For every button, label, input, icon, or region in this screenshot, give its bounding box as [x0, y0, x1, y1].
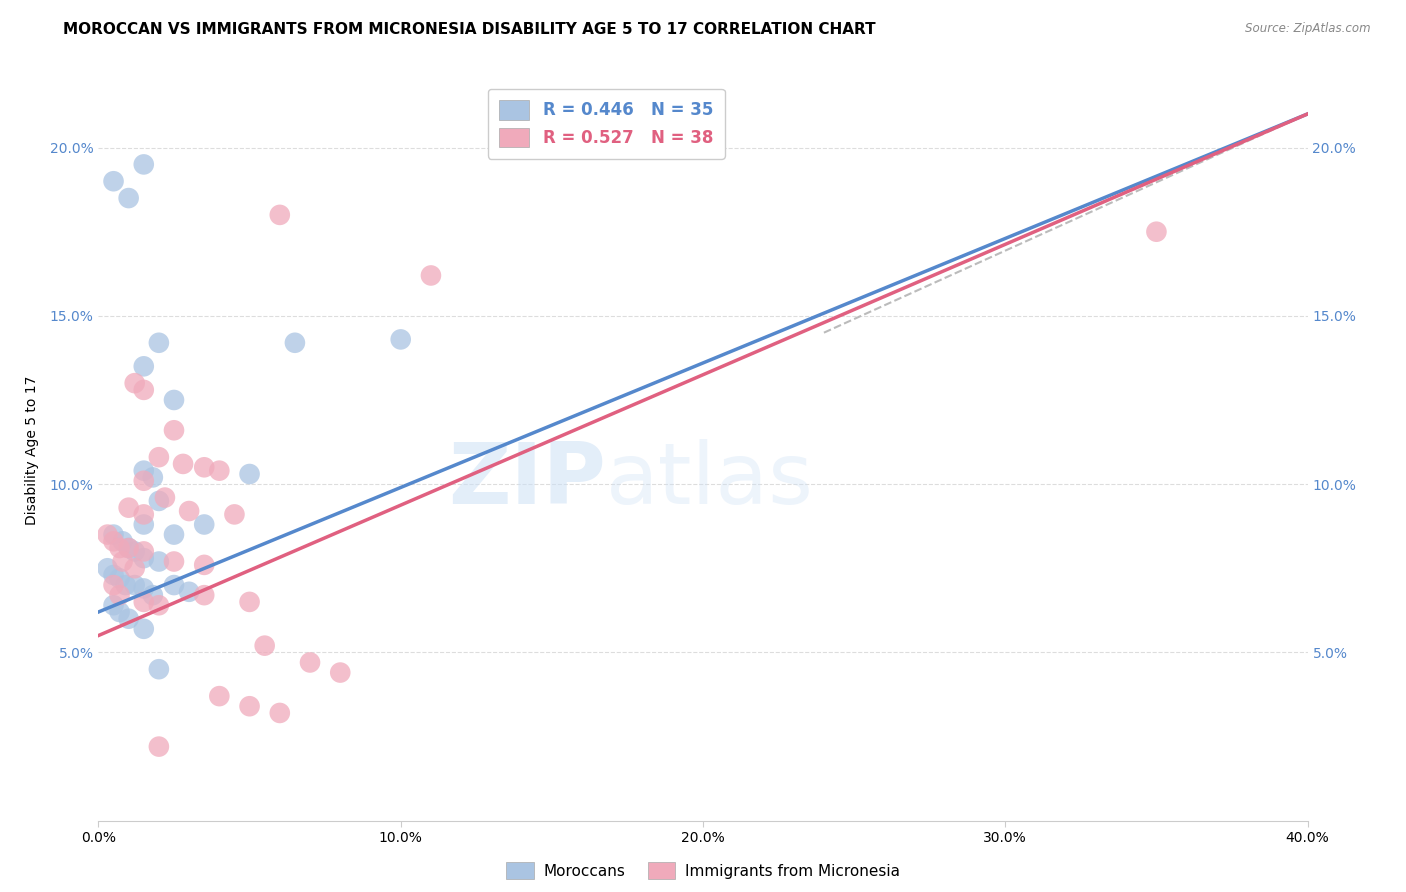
- Text: atlas: atlas: [606, 439, 814, 522]
- Point: [108, 605, 131, 619]
- Point: [132, 595, 155, 609]
- Point: [108, 541, 131, 555]
- Point: [420, 268, 443, 283]
- Point: [142, 470, 165, 484]
- Point: [208, 464, 231, 478]
- Point: [103, 599, 125, 613]
- Point: [111, 554, 134, 569]
- Point: [239, 467, 262, 481]
- Point: [148, 335, 170, 350]
- Point: [96, 561, 118, 575]
- Point: [103, 534, 125, 549]
- Point: [132, 359, 155, 374]
- Point: [299, 656, 322, 670]
- Point: [132, 464, 155, 478]
- Point: [124, 561, 146, 575]
- Point: [253, 639, 276, 653]
- Point: [118, 191, 141, 205]
- Point: [193, 517, 215, 532]
- Point: [111, 534, 134, 549]
- Point: [114, 578, 136, 592]
- Point: [239, 699, 262, 714]
- Point: [224, 508, 246, 522]
- Point: [96, 527, 118, 541]
- Point: [108, 588, 131, 602]
- Point: [284, 335, 307, 350]
- Point: [193, 588, 215, 602]
- Point: [132, 551, 155, 566]
- Point: [239, 595, 262, 609]
- Point: [148, 450, 170, 465]
- Point: [124, 544, 146, 558]
- Point: [142, 588, 165, 602]
- Point: [132, 474, 155, 488]
- Point: [124, 376, 146, 391]
- Point: [163, 527, 186, 541]
- Point: [132, 622, 155, 636]
- Point: [124, 578, 146, 592]
- Point: [269, 208, 291, 222]
- Point: [163, 578, 186, 592]
- Point: [148, 739, 170, 754]
- Point: [132, 517, 155, 532]
- Point: [193, 460, 215, 475]
- Text: ZIP: ZIP: [449, 439, 606, 522]
- Point: [148, 554, 170, 569]
- Point: [163, 392, 186, 407]
- Point: [389, 332, 412, 346]
- Point: [103, 578, 125, 592]
- Point: [153, 491, 176, 505]
- Point: [179, 504, 201, 518]
- Text: MOROCCAN VS IMMIGRANTS FROM MICRONESIA DISABILITY AGE 5 TO 17 CORRELATION CHART: MOROCCAN VS IMMIGRANTS FROM MICRONESIA D…: [63, 22, 876, 37]
- Point: [163, 554, 186, 569]
- Text: Source: ZipAtlas.com: Source: ZipAtlas.com: [1246, 22, 1371, 36]
- Point: [103, 527, 125, 541]
- Point: [1146, 225, 1168, 239]
- Point: [329, 665, 352, 680]
- Point: [148, 599, 170, 613]
- Point: [103, 568, 125, 582]
- Point: [148, 662, 170, 676]
- Point: [118, 612, 141, 626]
- Point: [132, 508, 155, 522]
- Point: [193, 558, 215, 572]
- Point: [269, 706, 291, 720]
- Point: [148, 494, 170, 508]
- Point: [163, 423, 186, 437]
- Point: [103, 174, 125, 188]
- Point: [118, 500, 141, 515]
- Point: [208, 689, 231, 703]
- Point: [132, 582, 155, 596]
- Point: [179, 584, 201, 599]
- Point: [132, 157, 155, 171]
- Point: [132, 544, 155, 558]
- Y-axis label: Disability Age 5 to 17: Disability Age 5 to 17: [24, 376, 38, 525]
- Legend: Moroccans, Immigrants from Micronesia: Moroccans, Immigrants from Micronesia: [499, 855, 907, 887]
- Point: [108, 571, 131, 585]
- Point: [118, 541, 141, 555]
- Point: [118, 541, 141, 555]
- Point: [172, 457, 194, 471]
- Point: [132, 383, 155, 397]
